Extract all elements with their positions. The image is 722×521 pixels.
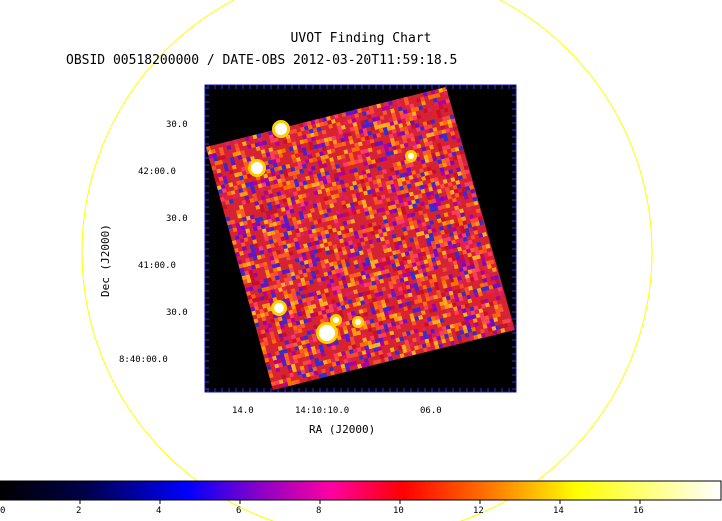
ra-tick-label: 06.0 (420, 406, 442, 416)
dec-tick-label: 30.0 (166, 214, 188, 224)
dec-tick-label: 42:00.0 (138, 167, 176, 177)
ra-tick-label: 14.0 (232, 406, 254, 416)
x-axis-label: RA (J2000) (309, 423, 376, 436)
source-core (408, 153, 414, 159)
source-core (333, 317, 339, 323)
colorbar-tick-label: 10 (393, 506, 404, 516)
colorbar-tick-label: 0 (0, 506, 6, 516)
colorbar-tick-label: 14 (553, 506, 564, 516)
dec-tick-label: 8:40:00.0 (119, 355, 168, 365)
chart-subtitle: OBSID 00518200000 / DATE-OBS 2012-03-20T… (66, 53, 458, 68)
field-of-view-circle (81, 0, 653, 521)
source-core (355, 319, 361, 325)
colorbar-tick-label: 6 (236, 506, 242, 516)
colorbar-tick-label: 8 (316, 506, 322, 516)
source-core (251, 162, 263, 174)
chart-title: UVOT Finding Chart (290, 31, 432, 46)
source-core (275, 123, 287, 135)
colorbar-tick-label: 16 (633, 506, 644, 516)
dec-tick-label: 30.0 (166, 120, 188, 130)
source-core (319, 325, 335, 341)
frame-ticks (205, 85, 516, 392)
colorbar-tick-label: 12 (473, 506, 484, 516)
colorbar-ticks (79, 500, 641, 504)
colorbar-tick-label: 4 (156, 506, 162, 516)
y-axis-label: Dec (J2000) (99, 224, 112, 297)
dec-tick-label: 41:00.0 (138, 261, 176, 271)
dec-tick-label: 30.0 (166, 308, 188, 318)
ra-tick-label: 14:10:10.0 (295, 406, 350, 416)
colorbar-tick-label: 2 (76, 506, 82, 516)
colorbar (0, 480, 722, 501)
source-core (274, 303, 284, 313)
uvot-exposure-image (206, 87, 515, 390)
